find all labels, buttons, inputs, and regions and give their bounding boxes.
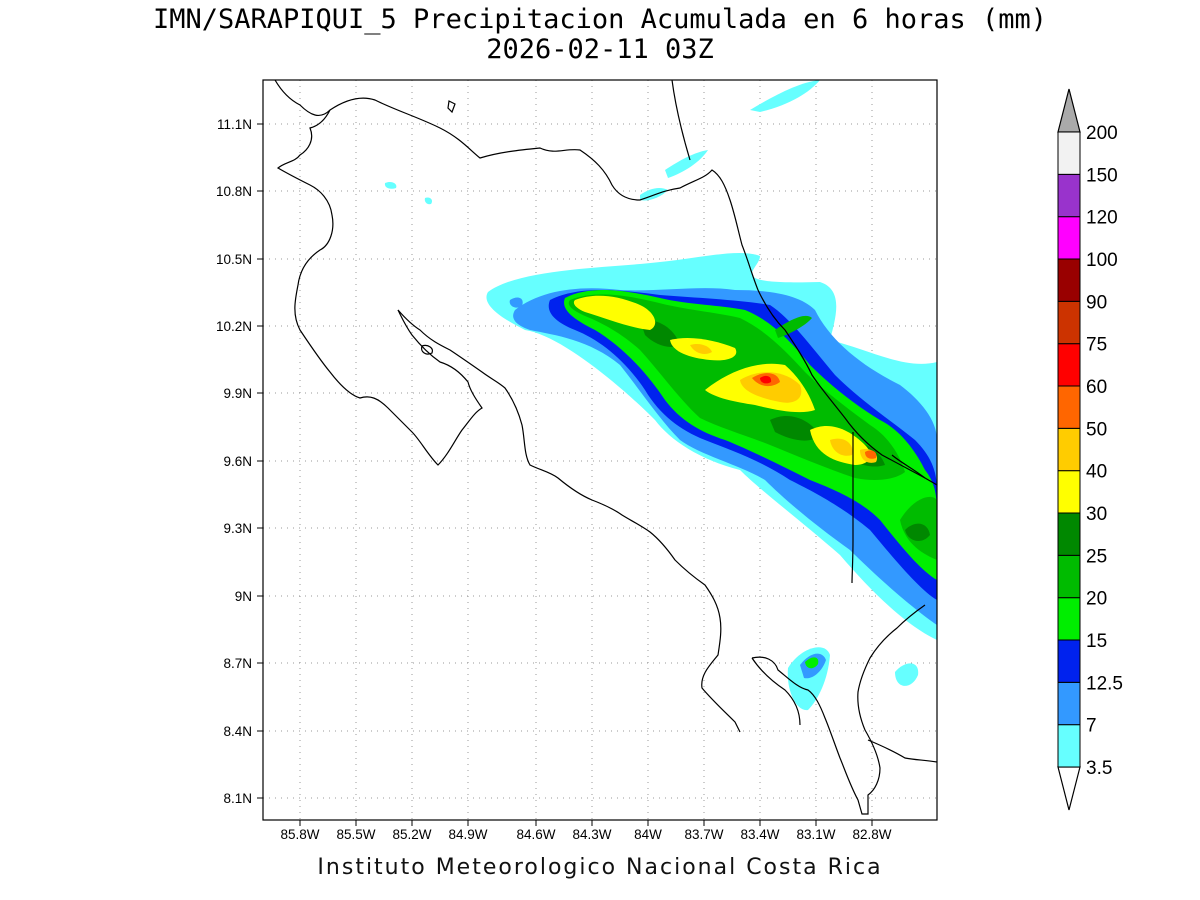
colorbar-swatch — [1057, 554, 1081, 599]
lat-tick-label: 10.5N — [216, 252, 252, 267]
lat-tick-label: 9N — [235, 589, 252, 604]
colorbar-label: 60 — [1086, 377, 1107, 398]
colorbar-swatch — [1057, 173, 1081, 218]
colorbar-min-arrow — [1057, 766, 1081, 811]
colorbar-swatch — [1057, 597, 1081, 641]
colorbar-label: 3.5 — [1086, 758, 1112, 779]
colorbar-label: 120 — [1086, 208, 1118, 229]
lon-tick-label: 84.3W — [572, 827, 611, 842]
colorbar-swatch — [1057, 427, 1081, 472]
lat-tick-label: 9.9N — [223, 386, 252, 401]
colorbar-label: 50 — [1086, 419, 1107, 440]
lon-tick-label: 82.8W — [852, 827, 891, 842]
lon-tick-label: 84.9W — [448, 827, 487, 842]
colorbar-swatch — [1057, 681, 1081, 726]
footer-credit: Instituto Meteorologico Nacional Costa R… — [317, 855, 883, 880]
lon-tick-label: 83.7W — [684, 827, 723, 842]
colorbar-legend: 3.5 7 12.5 15 20 25 30 40 50 60 75 90 100 120 150 200 — [1057, 88, 1123, 811]
map-title: IMN/SARAPIQUI_5 Precipitacion Acumulada … — [152, 4, 1048, 35]
lat-tick-label: 9.6N — [223, 454, 252, 469]
colorbar-max-arrow — [1057, 88, 1081, 133]
longitude-axis: 85.8W 85.5W 85.2W 84.9W 84.6W 84.3W 84W … — [280, 820, 892, 842]
precipitation-field — [384, 80, 937, 711]
lon-tick-label: 84W — [634, 827, 662, 842]
colorbar-swatch — [1057, 470, 1081, 514]
lat-tick-label: 10.2N — [216, 319, 252, 334]
colorbar-swatch — [1057, 300, 1081, 345]
lat-tick-label: 11.1N — [217, 117, 252, 132]
colorbar-swatch — [1057, 385, 1081, 429]
colorbar-label: 20 — [1086, 589, 1107, 610]
lon-tick-label: 83.1W — [796, 827, 835, 842]
lon-tick-label: 85.5W — [336, 827, 375, 842]
coastlines — [274, 80, 937, 815]
colorbar-label: 30 — [1086, 504, 1107, 525]
colorbar-label: 200 — [1086, 123, 1118, 144]
colorbar-label: 7 — [1086, 716, 1097, 737]
colorbar-swatch — [1057, 216, 1081, 260]
colorbar-label: 12.5 — [1086, 673, 1123, 694]
colorbar-label: 40 — [1086, 462, 1107, 483]
map-valid-time: 2026-02-11 03Z — [486, 34, 714, 65]
colorbar-label: 90 — [1086, 292, 1107, 313]
lat-tick-label: 8.4N — [223, 724, 252, 739]
lon-tick-label: 85.2W — [392, 827, 431, 842]
colorbar-label: 100 — [1086, 250, 1118, 271]
colorbar-swatch — [1057, 258, 1081, 302]
lon-tick-label: 85.8W — [280, 827, 319, 842]
lat-tick-label: 8.1N — [223, 791, 252, 806]
colorbar-swatch — [1057, 512, 1081, 556]
colorbar-label: 75 — [1086, 335, 1107, 356]
lon-tick-label: 84.6W — [516, 827, 555, 842]
lat-tick-label: 10.8N — [216, 184, 252, 199]
lat-tick-label: 8.7N — [223, 656, 252, 671]
colorbar-swatch — [1057, 724, 1081, 768]
colorbar-swatch — [1057, 343, 1081, 387]
latitude-axis: 11.1N 10.8N 10.5N 10.2N 9.9N 9.6N 9.3N 9… — [216, 117, 263, 806]
colorbar-label: 15 — [1086, 631, 1107, 652]
lon-tick-label: 83.4W — [740, 827, 779, 842]
colorbar-swatch — [1057, 639, 1081, 683]
lat-tick-label: 9.3N — [223, 521, 252, 536]
colorbar-label: 25 — [1086, 546, 1107, 567]
colorbar-label: 150 — [1086, 165, 1118, 186]
colorbar-swatch — [1057, 131, 1081, 175]
